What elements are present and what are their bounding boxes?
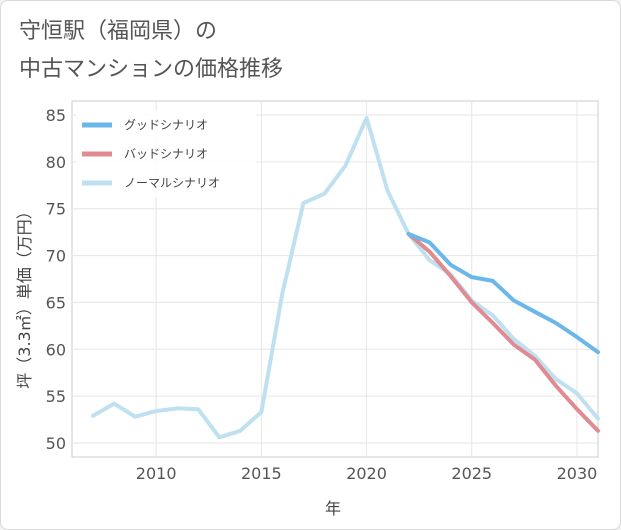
x-tick-label: 2020 [346,464,387,483]
y-tick-label: 70 [46,247,66,266]
legend-label: ノーマルシナリオ [124,176,220,190]
x-tick-label: 2015 [241,464,282,483]
series-line-1 [406,232,600,433]
y-tick-label: 80 [46,153,66,172]
y-tick-label: 75 [46,200,66,219]
x-tick-label: 2010 [136,464,177,483]
legend-label: グッドシナリオ [124,118,208,132]
y-tick-label: 85 [46,106,66,125]
x-tick-label: 2030 [557,464,598,483]
x-tick-label: 2025 [451,464,492,483]
series-line-2 [91,115,600,440]
y-axis-label: 坪（3.3㎡）単価（万円） [15,203,34,388]
legend-label: バッドシナリオ [124,147,208,161]
x-axis-label: 年 [325,499,341,518]
y-tick-label: 55 [46,387,66,406]
y-tick-label: 65 [46,293,66,312]
chart-title-line-1: 守恒駅（福岡県）の [19,19,218,44]
y-tick-label: 50 [46,434,66,453]
y-tick-label: 60 [46,340,66,359]
chart-title-line-2: 中古マンションの価格推移 [19,57,284,82]
series-line-0 [406,232,600,355]
